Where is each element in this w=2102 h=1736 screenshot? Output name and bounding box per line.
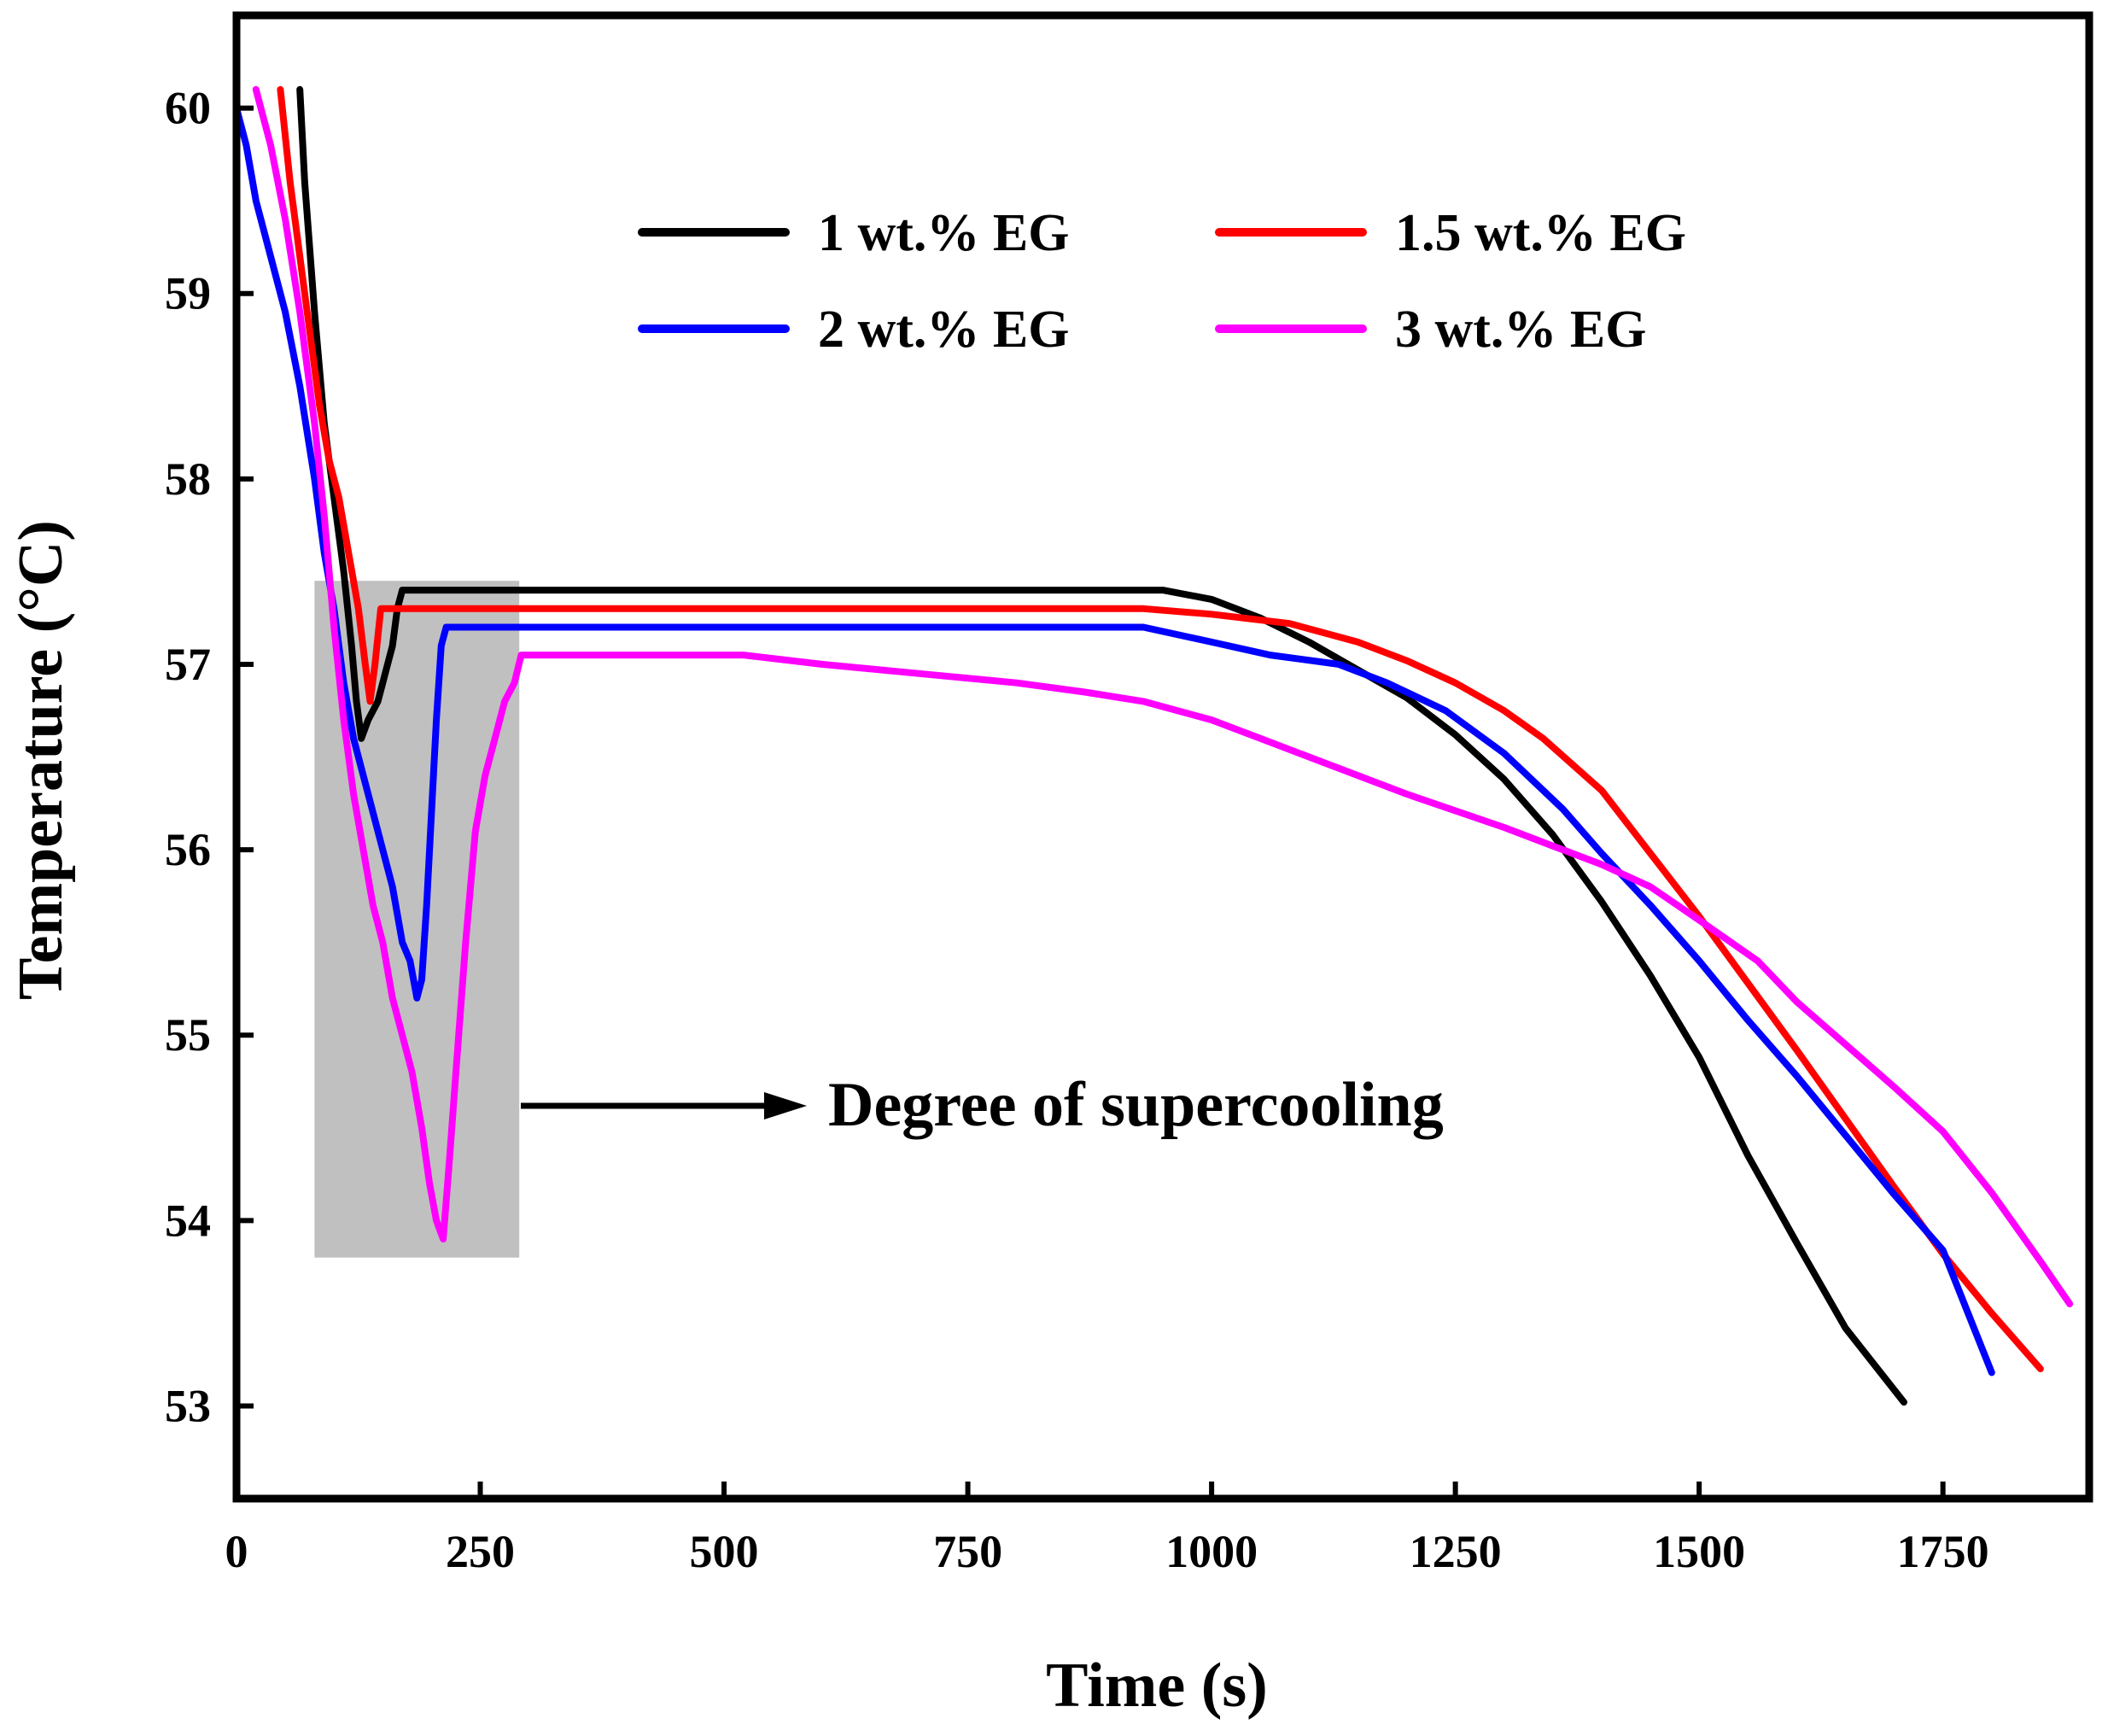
y-tick-label: 53: [165, 1380, 211, 1431]
y-tick-label: 54: [165, 1195, 211, 1246]
y-axis-title: Temperature (°C): [6, 520, 76, 1000]
tick-layer: 0 250 500 750 1000 1250 1500 1750 53 54 55 56 57 58 59…: [165, 83, 1989, 1577]
x-tick-label: 500: [690, 1526, 759, 1577]
series-layer: [233, 85, 2074, 1406]
y-tick-label: 57: [165, 639, 211, 690]
annotation-arrowhead: [764, 1092, 807, 1119]
annotation-text: Degree of supercooling: [828, 1070, 1444, 1140]
y-tick-label: 56: [165, 824, 211, 875]
series-line-4: [252, 85, 2074, 1307]
plot-frame: [232, 11, 2093, 1503]
x-tick-label: 250: [446, 1526, 515, 1577]
y-tick-label: 58: [165, 453, 211, 505]
y-tick-label: 60: [165, 83, 211, 134]
x-tick-label: 1250: [1410, 1526, 1502, 1577]
annotation-layer: Degree of supercooling: [521, 1070, 1444, 1140]
x-axis-title: Time (s): [1046, 1651, 1268, 1721]
x-tick-label: 1750: [1897, 1526, 1989, 1577]
y-tick-label: 55: [165, 1009, 211, 1061]
legend-label-3: 2 wt.% EG: [818, 301, 1070, 359]
legend: 1 wt.% EG 1.5 wt.% EG 2 wt.% EG 3 wt.% EG: [638, 204, 1686, 359]
y-tick-label: 59: [165, 268, 211, 319]
x-tick-label: 1500: [1653, 1526, 1745, 1577]
x-tick-label: 0: [225, 1526, 248, 1577]
x-tick-label: 750: [933, 1526, 1002, 1577]
legend-label-1: 1 wt.% EG: [818, 204, 1070, 262]
series-line-1: [296, 85, 1907, 1406]
x-tick-label: 1000: [1165, 1526, 1258, 1577]
legend-label-2: 1.5 wt.% EG: [1395, 204, 1686, 262]
series-line-2: [277, 85, 2044, 1372]
legend-label-4: 3 wt.% EG: [1395, 301, 1647, 359]
